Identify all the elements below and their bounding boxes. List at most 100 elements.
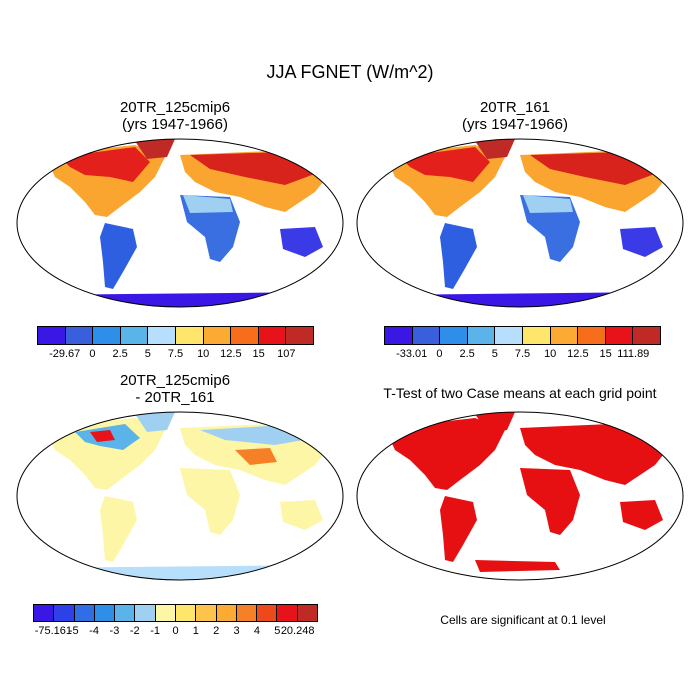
colorbar-swatch	[148, 327, 176, 344]
land-antarctica	[25, 292, 335, 307]
colorbar-swatch	[467, 327, 496, 344]
colorbar-swatch	[258, 327, 287, 344]
colorbar-swatch	[54, 605, 75, 621]
land-north-america-anom2	[90, 430, 115, 442]
colorbar-swatch	[257, 605, 278, 621]
significant-greenland	[475, 412, 515, 432]
colorbar-label: 10	[197, 348, 210, 360]
colorbar-label: 2.5	[459, 348, 475, 360]
colorbar-label: -2	[129, 625, 140, 637]
panel4-title: T-Test of two Case means at each grid po…	[383, 385, 657, 401]
colorbar-label: 5	[491, 348, 498, 360]
panel2-map	[356, 138, 684, 308]
panel1-title-line1: 20TR_125cmip6	[119, 99, 231, 116]
significant-australia	[620, 500, 663, 530]
colorbar-swatch	[216, 605, 237, 621]
land-africa-dry	[183, 195, 233, 213]
colorbar-label: 20.248	[280, 625, 315, 637]
colorbar-swatch	[135, 605, 156, 621]
colorbar-swatch	[175, 327, 204, 344]
colorbar-label: 10	[544, 348, 557, 360]
colorbar-label: 3	[233, 625, 240, 637]
land-australia	[280, 227, 323, 257]
land-antarctica	[365, 292, 675, 307]
colorbar-label: 111.89	[617, 348, 650, 360]
panel4-note: Cells are significant at 0.1 level	[440, 613, 606, 627]
colorbar-label: -29.67	[49, 348, 81, 360]
colorbar-swatch	[277, 605, 298, 621]
colorbar-swatch	[578, 327, 606, 344]
panel2-title-line1: 20TR_161	[479, 99, 551, 116]
colorbar-swatch	[522, 327, 551, 344]
colorbar-label: 5	[144, 348, 151, 360]
panel2-title-line2: (yrs 1947-1966)	[462, 116, 568, 133]
colorbar-label: -1	[150, 625, 161, 637]
colorbar-swatch	[155, 605, 176, 621]
panel1-map	[16, 138, 344, 308]
significant-north-america	[385, 418, 505, 490]
land-australia	[620, 227, 663, 257]
significant-south-america	[440, 496, 477, 562]
colorbar-label: -33.01	[396, 348, 428, 360]
colorbar-label: 107	[277, 348, 296, 360]
colorbar-label: 1	[192, 625, 199, 637]
land-antarctica	[25, 565, 335, 580]
colorbar-label: 12.5	[220, 348, 242, 360]
colorbar-label: 2.5	[112, 348, 128, 360]
panel1-colorbar	[37, 326, 314, 345]
panel2-title: 20TR_161 (yrs 1947-1966)	[355, 99, 675, 133]
colorbar-swatch	[286, 327, 313, 344]
colorbar-swatch	[297, 605, 317, 621]
panel1-title-line2: (yrs 1947-1966)	[122, 116, 228, 133]
land-eurasia-anom2	[235, 448, 277, 465]
land-greenland	[135, 412, 175, 432]
colorbar-label: 15	[599, 348, 612, 360]
land-south-america	[100, 223, 137, 289]
colorbar-label: 4	[253, 625, 260, 637]
colorbar-label: 7.5	[167, 348, 184, 360]
significant-africa	[520, 468, 580, 535]
land-africa	[180, 468, 240, 535]
colorbar-label: -4	[89, 625, 99, 637]
colorbar-swatch	[120, 327, 149, 344]
figure-title: JJA FGNET (W/m^2)	[266, 62, 434, 82]
colorbar-label: 0	[172, 625, 179, 637]
colorbar-swatch	[633, 327, 660, 344]
colorbar-label: 5	[274, 625, 281, 637]
panel3-title: 20TR_125cmip6 - 20TR_161	[15, 372, 335, 406]
colorbar-label: 2	[213, 625, 220, 637]
colorbar-swatch	[65, 327, 94, 344]
colorbar-swatch	[385, 327, 413, 344]
colorbar-swatch	[196, 605, 217, 621]
colorbar-label: 12.5	[567, 348, 589, 360]
panel3-colorbar	[33, 604, 318, 622]
panel3-map	[16, 411, 344, 581]
colorbar-swatch	[440, 327, 468, 344]
colorbar-swatch	[550, 327, 579, 344]
colorbar-label: -5	[68, 625, 79, 637]
panel1-title: 20TR_125cmip6 (yrs 1947-1966)	[15, 99, 335, 133]
colorbar-swatch	[34, 605, 55, 621]
panel3-title-line2: - 20TR_161	[135, 389, 215, 406]
colorbar-swatch	[74, 605, 95, 621]
colorbar-swatch	[93, 327, 121, 344]
colorbar-swatch	[203, 327, 232, 344]
colorbar-swatch	[236, 605, 258, 621]
panel2-colorbar	[384, 326, 661, 345]
panel4-map	[356, 411, 684, 581]
colorbar-label: 15	[252, 348, 265, 360]
land-australia	[280, 500, 323, 530]
land-south-america	[440, 223, 477, 289]
significant-antarctica	[475, 560, 560, 572]
colorbar-swatch	[175, 605, 197, 621]
significant-eurasia	[520, 422, 675, 485]
colorbar-label: 0	[436, 348, 443, 360]
colorbar-swatch	[38, 327, 66, 344]
colorbar-swatch	[412, 327, 441, 344]
colorbar-label: -75.161	[34, 625, 72, 637]
colorbar-label: -3	[109, 625, 120, 637]
colorbar-label: 7.5	[514, 348, 531, 360]
land-south-america	[100, 496, 137, 562]
colorbar-label: 0	[89, 348, 96, 360]
colorbar-swatch	[115, 605, 136, 621]
